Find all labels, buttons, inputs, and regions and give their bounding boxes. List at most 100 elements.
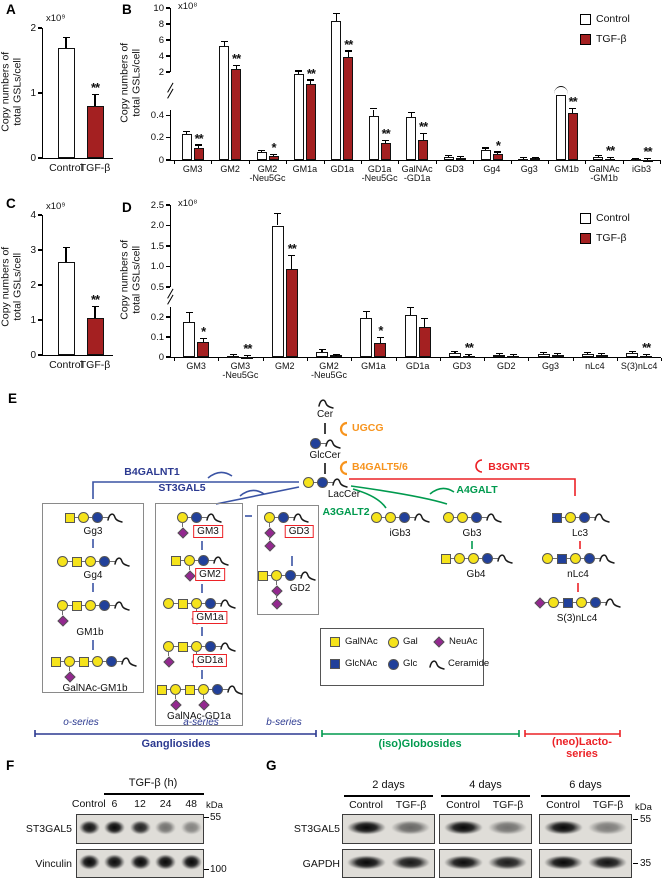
- glycan-bond: [101, 516, 108, 518]
- glycan-bond: [326, 481, 333, 483]
- o-series-box: [42, 503, 144, 693]
- x-category-label: GD1a: [367, 164, 392, 174]
- glycan-bond: [477, 557, 484, 559]
- error-bar-cap: [332, 353, 340, 355]
- y-axis: [42, 215, 44, 355]
- glycan-bond: [108, 604, 115, 606]
- glycan-node-GM1b: [56, 600, 130, 627]
- x-tick: [435, 161, 437, 165]
- significance-stars: *: [378, 323, 383, 338]
- y-tick: [166, 137, 170, 139]
- glycan-bond: [588, 516, 595, 518]
- glycan-bond: [172, 645, 179, 647]
- error-bar-cap: [270, 154, 277, 156]
- glc-icon: [310, 438, 321, 449]
- lane-label: Control: [349, 799, 383, 811]
- x-category-label: GalNAc: [401, 164, 433, 174]
- significance-stars: **: [642, 340, 651, 356]
- galnac-icon: [170, 555, 181, 566]
- y-axis-title-line: Copy numbers of: [118, 42, 131, 123]
- glycan-bond: [87, 660, 94, 662]
- y-tick: [38, 284, 42, 286]
- error-bar-cap: [307, 79, 315, 81]
- bar-GM1a-Control: [360, 318, 373, 357]
- error-bar: [202, 339, 204, 342]
- axis-scale-label: x10⁹: [46, 201, 66, 212]
- glycan-bond: [165, 688, 172, 690]
- bar-GM3-Control: [183, 322, 196, 357]
- bar-GM2-Neu5Gc-Control: [316, 352, 329, 357]
- error-bar-cap: [258, 149, 265, 151]
- ceramide-icon: [414, 511, 430, 524]
- error-bar-cap: [382, 139, 390, 142]
- glycan-node-LacCer: [303, 477, 348, 488]
- error-bar: [631, 351, 633, 353]
- x-tick: [218, 358, 220, 362]
- group-header: 6 days: [569, 779, 602, 791]
- family-label-1: (iso)Globosides: [378, 738, 462, 750]
- node-label-Gb4: Gb4: [466, 569, 486, 580]
- y-axis-title-line: total GSLs/cell: [130, 245, 142, 314]
- gal-icon: [565, 512, 576, 523]
- node-label-GalNAc-GM1b: GalNAc-GM1b: [62, 683, 128, 694]
- bar-GM1a-Control: [293, 74, 304, 160]
- error-bar: [65, 248, 67, 263]
- kda-label: kDa: [635, 802, 652, 813]
- error-bar: [379, 338, 381, 343]
- glycan-bond: [266, 574, 273, 576]
- error-bar-cap: [457, 156, 464, 158]
- panel-b-chart: B 0 0.2 0.4 2 4 6 8 10 x10⁸ Copy numbers of total …: [118, 0, 665, 192]
- galnac-icon: [71, 556, 82, 567]
- x-tick: [395, 358, 397, 362]
- st3gal5-curl-icon: [239, 489, 265, 497]
- arrow-laccer-to-gb3: [350, 485, 448, 505]
- marker-tick: [633, 819, 638, 821]
- glycan-bond-below: [268, 522, 271, 527]
- series-label-1: a-series: [183, 717, 219, 728]
- panel-d-chart: D 0 0.1 0.2 0.5 1.0 1.5 2.0 2.5 x10⁸ Copy numbers…: [118, 193, 665, 390]
- node-label-nLc4: nLc4: [567, 569, 589, 580]
- y-axis-title-line: total GSLs/cell: [11, 57, 23, 126]
- bar-GM2-TGF-β: [231, 68, 242, 160]
- error-bar-cap: [419, 133, 427, 135]
- x-tick: [262, 358, 264, 362]
- glc-icon: [584, 553, 595, 564]
- y-tick: [166, 286, 170, 288]
- error-bar-cap: [344, 50, 352, 52]
- bar-GalNAc-GM1b-Control: [593, 156, 604, 160]
- bar-GM2-Neu5Gc-Control: [256, 152, 267, 160]
- axis-scale-label: x10⁹: [46, 13, 66, 24]
- error-bar-cap: [584, 351, 592, 353]
- arrow-laccer-to-lc3: [349, 478, 576, 496]
- glycan-bond-below: [202, 694, 205, 699]
- significance-stars: **: [606, 143, 615, 159]
- galnac-icon: [64, 512, 75, 523]
- y-tick-label: 6: [158, 34, 164, 46]
- error-bar: [454, 351, 456, 353]
- western-band: [444, 821, 483, 834]
- x-axis: [170, 160, 661, 162]
- glc-icon: [212, 684, 223, 695]
- arrow-laccer-to-gm3: [215, 486, 300, 505]
- error-bar-cap: [295, 70, 303, 72]
- legend-label: Control: [596, 212, 630, 224]
- galnac-icon: [184, 684, 195, 695]
- bar-GD2-Control: [493, 354, 506, 357]
- glycan-bond: [551, 557, 558, 559]
- bar-Gg4-TGF-β: [492, 153, 503, 160]
- bar-GD1a-Control: [404, 315, 417, 357]
- gal-icon: [385, 512, 396, 523]
- glcnac-legend-icon: [330, 659, 340, 669]
- galnac-icon: [50, 656, 61, 667]
- x-category-label: Control: [49, 359, 83, 371]
- x-tick: [323, 161, 325, 165]
- error-bar: [422, 134, 424, 140]
- panel-a-label: A: [6, 2, 16, 17]
- panel-a-chart: A 0 1 2 x10⁹ Copy numbers of total GSLs/cell C…: [0, 0, 118, 192]
- error-bar: [447, 155, 450, 157]
- gal-icon: [303, 477, 314, 488]
- bar-TGF-β-TGF-β: [86, 106, 104, 158]
- bar-TGF-β-TGF-β: [86, 318, 104, 355]
- x-category-label: GM2: [319, 361, 339, 371]
- y-axis: [170, 8, 172, 72]
